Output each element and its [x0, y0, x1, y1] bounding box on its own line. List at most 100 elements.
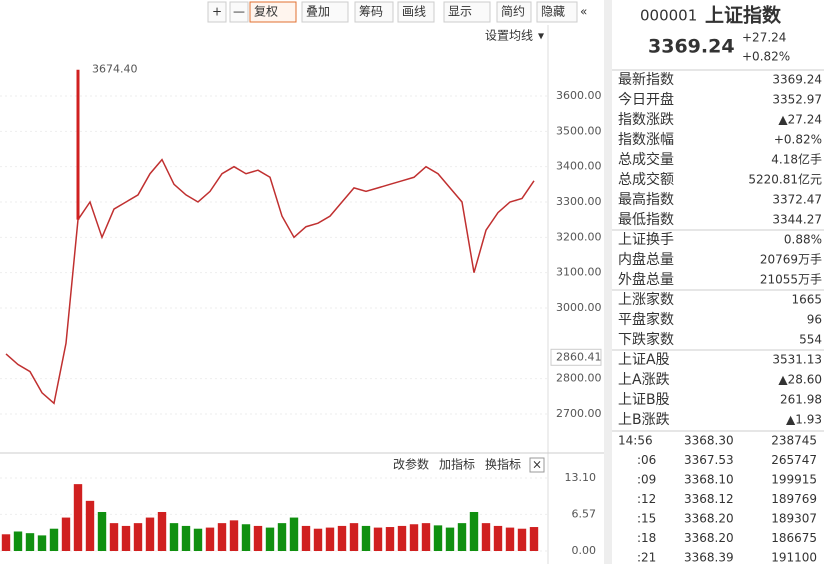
volume-bar	[133, 523, 143, 551]
stat-label: 上证A股	[618, 352, 670, 368]
tick-price: 3368.12	[684, 492, 734, 506]
stat-value: 3372.47	[772, 193, 822, 207]
volume-bar	[169, 523, 179, 551]
toolbar-label: 简约	[501, 4, 525, 19]
code: 000001	[640, 7, 697, 25]
volume-bar	[409, 524, 419, 551]
stat-value: 261.98	[780, 393, 822, 407]
stat-label: 外盘总量	[618, 271, 674, 288]
volume-bar	[193, 528, 203, 551]
tick-volume: 199915	[771, 473, 817, 487]
tick-time: :15	[637, 512, 656, 526]
stat-value: 1665	[791, 293, 822, 307]
indicator-button[interactable]: 改参数	[393, 457, 429, 472]
stat-value: 0.88%	[784, 233, 822, 247]
price: 3369.24	[648, 36, 735, 58]
toolbar-label: 复权	[254, 5, 278, 19]
volume-bar	[265, 527, 275, 551]
stat-label: 内盘总量	[618, 251, 674, 268]
toolbar-button[interactable]	[536, 1, 578, 23]
stat-label: 最高指数	[618, 191, 674, 208]
y-tick-label: 2800.00	[556, 372, 602, 385]
stat-label: 指数涨幅	[618, 132, 674, 148]
tick-volume: 265747	[771, 453, 817, 467]
stat-label: 总成交量	[618, 151, 674, 168]
tick-price: 3368.39	[684, 551, 734, 565]
y-tick-label: 3400.00	[556, 160, 602, 173]
name: 上证指数	[705, 4, 782, 27]
toolbar-button[interactable]	[207, 1, 227, 23]
volume-bar	[349, 523, 359, 551]
stat-value: 21055万手	[760, 273, 822, 287]
low-label: 2860.41	[556, 350, 602, 363]
volume-bar	[277, 523, 287, 551]
y-tick-label: 6.57	[572, 507, 597, 520]
tick-time: :12	[637, 492, 656, 506]
splitter	[604, 0, 612, 564]
toolbar-button[interactable]	[397, 1, 435, 23]
stat-value: 3352.97	[772, 93, 822, 107]
volume-bar	[289, 517, 299, 551]
indicator-button[interactable]: 换指标	[485, 457, 521, 472]
volume-bar	[397, 525, 407, 551]
volume-bar	[313, 528, 323, 551]
toolbar-button[interactable]	[496, 1, 532, 23]
toolbar-button[interactable]	[354, 1, 394, 23]
toolbar-label: 画线	[402, 5, 426, 19]
tick-time: :18	[637, 531, 656, 545]
toolbar-button[interactable]	[249, 1, 297, 23]
stat-value: 3369.24	[772, 73, 822, 87]
volume-bar	[361, 525, 371, 551]
stat-value: ▲28.60	[778, 373, 822, 387]
ma-setting[interactable]: 设置均线	[485, 29, 533, 43]
volume-bar	[457, 523, 467, 551]
volume-bar	[157, 511, 167, 551]
volume-bar	[253, 525, 263, 551]
close-btn[interactable]	[529, 457, 545, 473]
stat-label: 下跌家数	[618, 331, 674, 348]
volume-bar	[73, 484, 83, 551]
stat-label: 上涨家数	[618, 291, 674, 308]
tick-volume: 191100	[771, 551, 817, 565]
volume-bar	[85, 500, 95, 551]
volume-bar	[301, 525, 311, 551]
toolbar-button[interactable]	[229, 1, 249, 23]
toolbar-label: +	[212, 5, 222, 19]
y-tick-label: 2700.00	[556, 407, 602, 420]
stat-label: 上证换手	[618, 231, 674, 248]
stat-label: 上证B股	[618, 392, 670, 408]
tick-volume: 189307	[771, 512, 817, 526]
toolbar-label: 筹码	[359, 5, 383, 19]
toolbar-more[interactable]: «	[580, 5, 587, 19]
change: +27.24	[742, 31, 786, 45]
stat-label: 平盘家数	[618, 311, 674, 328]
y-tick-label: 3300.00	[556, 195, 602, 208]
low-box	[550, 348, 602, 366]
volume-bar	[25, 533, 35, 551]
volume-bar	[1, 534, 11, 551]
stat-value: ▲1.93	[786, 413, 822, 427]
volume-bar	[37, 535, 47, 551]
toolbar-button[interactable]	[301, 1, 349, 23]
y-tick-label: 3200.00	[556, 230, 602, 243]
toolbar-label: 叠加	[306, 5, 330, 19]
y-tick-label: 3600.00	[556, 89, 602, 102]
close-x: ×	[532, 458, 542, 472]
stat-value: +0.82%	[774, 133, 822, 147]
indicator-button[interactable]: 加指标	[439, 457, 475, 472]
tick-time: :21	[637, 551, 656, 565]
volume-bar	[529, 527, 539, 551]
volume-bar	[325, 527, 335, 551]
tick-volume: 186675	[771, 531, 817, 545]
y-tick-label: 3500.00	[556, 124, 602, 137]
toolbar-button[interactable]	[443, 1, 491, 23]
volume-bar	[145, 517, 155, 551]
tick-time: :06	[637, 453, 656, 467]
close-line	[5, 158, 535, 405]
volume-bar	[385, 527, 395, 551]
y-tick-label: 3100.00	[556, 266, 602, 279]
volume-bar	[337, 525, 347, 551]
volume-bar	[61, 517, 71, 551]
toolbar-label: —	[233, 5, 245, 19]
